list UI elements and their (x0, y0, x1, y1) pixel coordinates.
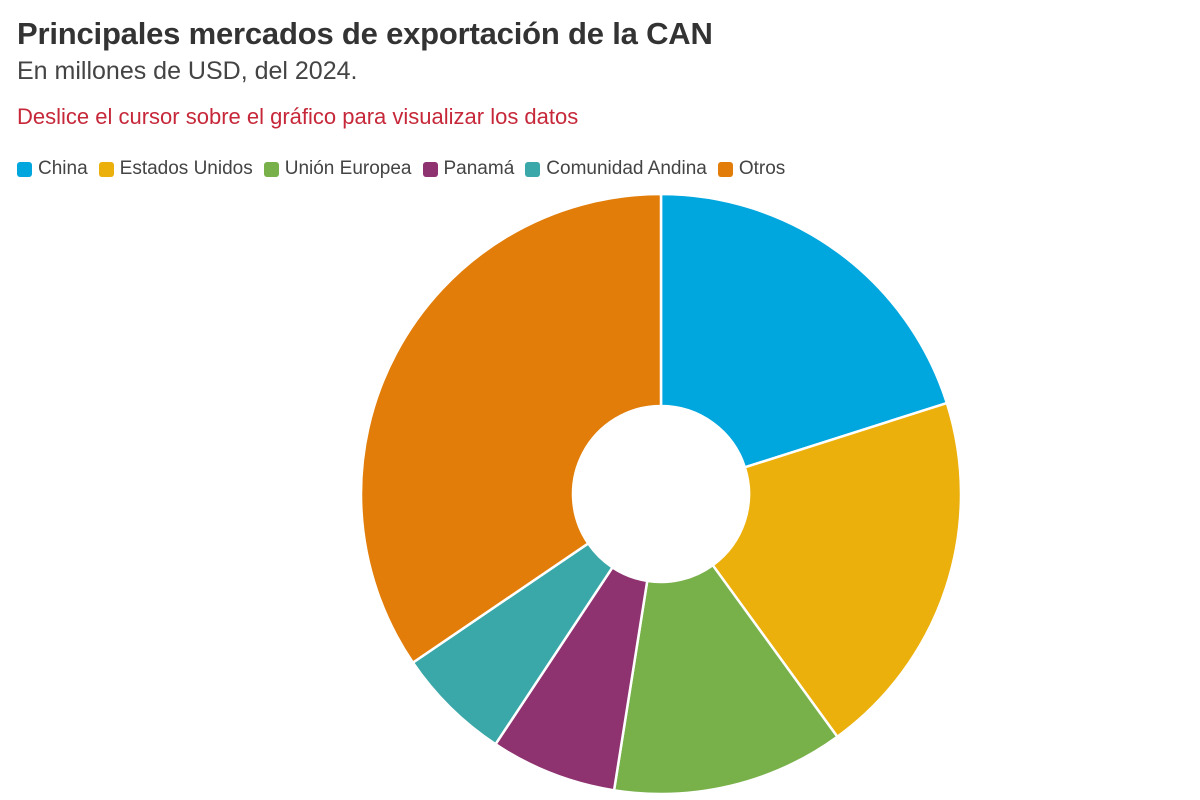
legend-label: Unión Europea (284, 158, 412, 179)
legend-item-union-europea[interactable]: Unión Europea (263, 158, 412, 180)
legend-swatch (525, 161, 541, 177)
chart-subtitle: En millones de USD, del 2024. (17, 57, 358, 85)
chart-header: Principales mercados de exportación de l… (17, 14, 1180, 132)
slice-estados-unidos[interactable] (710, 401, 963, 739)
legend-item-estados-unidos[interactable]: Estados Unidos (98, 158, 253, 180)
legend-swatch (422, 161, 438, 177)
legend-label: Otros (738, 158, 786, 179)
legend-label: Panamá (443, 158, 515, 179)
legend-label: China (38, 158, 88, 179)
slice-otros[interactable] (359, 192, 663, 665)
legend-item-china[interactable]: China (17, 158, 88, 180)
legend-item-panama[interactable]: Panamá (422, 158, 515, 180)
legend-label: Estados Unidos (119, 158, 253, 179)
chart-legend: China Estados Unidos Unión Europea Panam… (17, 158, 785, 180)
legend-swatch (98, 161, 114, 177)
hover-hint: Deslice el cursor sobre el gráfico para … (17, 104, 579, 129)
legend-item-comunidad-andina[interactable]: Comunidad Andina (525, 158, 707, 180)
donut-slices (359, 192, 963, 796)
legend-swatch (17, 161, 32, 177)
slice-china[interactable] (659, 192, 949, 469)
slice-union-europea[interactable] (612, 563, 840, 796)
legend-label: Comunidad Andina (546, 158, 707, 179)
chart-title: Principales mercados de exportación de l… (17, 16, 713, 51)
legend-swatch (263, 161, 279, 177)
legend-item-otros[interactable]: Otros (717, 158, 786, 180)
legend-swatch (717, 161, 733, 177)
